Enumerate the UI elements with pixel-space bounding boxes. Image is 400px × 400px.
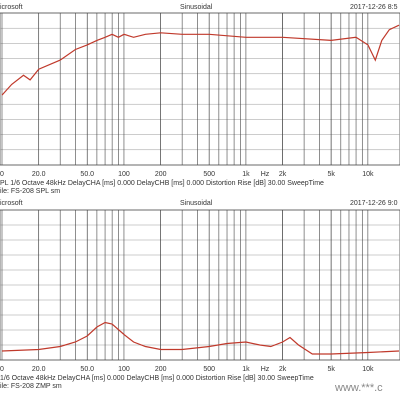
x-tick-label: 50.0 — [80, 366, 94, 373]
x-tick-label: 100 — [118, 171, 130, 178]
x-tick-label: 0 — [0, 366, 4, 373]
header-center: Sinusoidal — [180, 200, 213, 207]
x-tick-label: 20.0 — [32, 171, 46, 178]
footer-line: ile: FS-208 ZMP sm — [0, 383, 62, 390]
x-tick-label: 20.0 — [32, 366, 46, 373]
x-tick-label: 1k — [242, 366, 250, 373]
header-left: icrosoft — [0, 200, 23, 207]
x-tick-label: 2k — [279, 171, 287, 178]
x-tick-label: 100 — [118, 366, 130, 373]
x-tick-label: 200 — [155, 366, 167, 373]
footer-line: ile: FS-208 SPL sm — [0, 188, 60, 195]
x-axis-label: Hz — [261, 366, 270, 373]
x-tick-label: 500 — [203, 171, 215, 178]
header-right: 2017-12-26 9:0 — [350, 200, 398, 207]
header-center: Sinusoidal — [180, 4, 213, 11]
footer-line: PL 1/6 Octave 48kHz DelayCHA [ms] 0.000 … — [0, 180, 324, 187]
footer-line: 1/6 Octave 48kHz DelayCHA [ms] 0.000 Del… — [0, 375, 314, 382]
plot-frame — [0, 12, 400, 166]
curve — [1, 24, 400, 96]
x-tick-label: 1k — [242, 171, 250, 178]
header-right: 2017-12-26 8:5 — [350, 4, 398, 11]
plot-frame — [0, 209, 400, 361]
x-tick-label: 50.0 — [80, 171, 94, 178]
x-tick-label: 2k — [279, 366, 287, 373]
x-tick-label: 5k — [327, 366, 335, 373]
x-tick-label: 0 — [0, 171, 4, 178]
x-tick-label: 5k — [327, 171, 335, 178]
x-tick-label: 10k — [362, 171, 374, 178]
header-left: icrosoft — [0, 4, 23, 11]
x-tick-label: 10k — [362, 366, 374, 373]
x-axis-label: Hz — [261, 171, 270, 178]
x-tick-label: 500 — [203, 366, 215, 373]
curve — [1, 321, 400, 355]
x-tick-label: 200 — [155, 171, 167, 178]
watermark: www.***.c — [334, 382, 383, 394]
